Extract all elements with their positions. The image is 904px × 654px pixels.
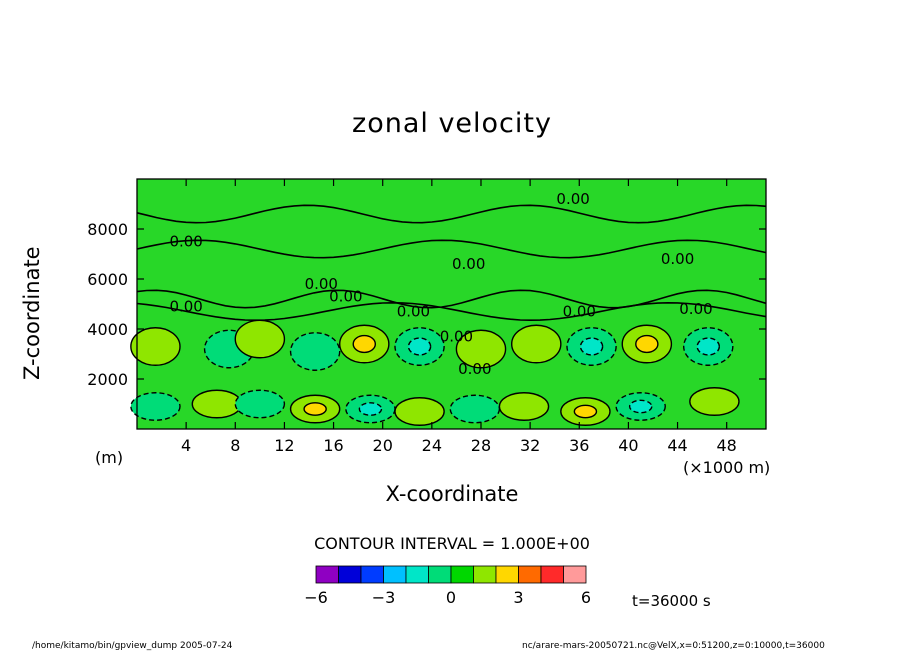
velocity-cell-core bbox=[352, 334, 377, 354]
colorbar-swatch bbox=[450, 565, 474, 584]
colorbar-swatch bbox=[405, 565, 429, 584]
zero-contour-line bbox=[136, 239, 767, 259]
velocity-cell-core bbox=[696, 337, 721, 356]
y-tick-label: 2000 bbox=[87, 370, 128, 389]
x-tick-label: 48 bbox=[717, 436, 737, 455]
velocity-cell bbox=[234, 319, 286, 359]
contour-label: 0.00 bbox=[556, 190, 589, 208]
x-tick-label: 44 bbox=[667, 436, 687, 455]
x-tick-label: 32 bbox=[520, 436, 540, 455]
x-tick-label: 8 bbox=[230, 436, 240, 455]
x-tick-label: 20 bbox=[373, 436, 393, 455]
colorbar-swatch bbox=[540, 565, 564, 584]
y-axis-label: Z-coordinate bbox=[20, 246, 44, 380]
colorbar-tick-label: −3 bbox=[372, 588, 396, 607]
plot-background bbox=[137, 179, 766, 429]
velocity-cell bbox=[130, 327, 181, 366]
colorbar-swatch bbox=[360, 565, 384, 584]
colorbar-swatch bbox=[338, 565, 362, 584]
y-tick-label: 6000 bbox=[87, 270, 128, 289]
colorbar-tick-label: −6 bbox=[304, 588, 328, 607]
colorbar-swatch bbox=[428, 565, 452, 584]
colorbar-tick-label: 6 bbox=[581, 588, 591, 607]
colorbar-swatch bbox=[315, 565, 339, 584]
velocity-cell-core bbox=[573, 404, 598, 419]
velocity-cell-core bbox=[303, 402, 327, 416]
velocity-cell bbox=[455, 329, 507, 369]
colorbar-swatch bbox=[383, 565, 407, 584]
x-axis-unit: (×1000 m) bbox=[683, 458, 771, 477]
contour-label: 0.00 bbox=[679, 300, 712, 318]
colorbar-tick-label: 3 bbox=[513, 588, 523, 607]
plot-frame bbox=[136, 178, 767, 430]
x-tick-label: 4 bbox=[181, 436, 191, 455]
velocity-cell-core bbox=[579, 337, 604, 356]
velocity-cell-core bbox=[358, 402, 383, 416]
chart-title: zonal velocity bbox=[352, 108, 552, 139]
velocity-cell-core bbox=[635, 334, 659, 354]
contour-label: 0.00 bbox=[305, 275, 338, 293]
footer-left-text: /home/kitamo/bin/gpview_dump 2005-07-24 bbox=[32, 641, 233, 651]
contour-interval-label: CONTOUR INTERVAL = 1.000E+00 bbox=[314, 534, 590, 553]
velocity-cell bbox=[510, 324, 562, 364]
y-axis-unit: (m) bbox=[95, 448, 124, 467]
contour-label: 0.00 bbox=[169, 233, 202, 251]
velocity-cell bbox=[449, 394, 501, 424]
contour-label: 0.00 bbox=[169, 298, 202, 316]
colorbar-tick-label: 0 bbox=[446, 588, 456, 607]
velocity-cell bbox=[394, 397, 445, 426]
x-tick-label: 36 bbox=[569, 436, 589, 455]
velocity-cell bbox=[289, 332, 341, 371]
contour-label: 0.00 bbox=[563, 303, 596, 321]
colorbar-swatch bbox=[495, 565, 519, 584]
velocity-cell bbox=[191, 389, 243, 419]
contour-label: 0.00 bbox=[329, 288, 362, 306]
time-label: t=36000 s bbox=[632, 592, 711, 610]
velocity-cell bbox=[234, 389, 286, 419]
x-axis-label: X-coordinate bbox=[385, 482, 519, 506]
velocity-cell-core bbox=[407, 337, 432, 356]
x-tick-label: 28 bbox=[471, 436, 491, 455]
velocity-cell-core bbox=[628, 399, 653, 414]
x-tick-label: 12 bbox=[274, 436, 294, 455]
contour-label: 0.00 bbox=[397, 303, 430, 321]
x-tick-label: 24 bbox=[422, 436, 442, 455]
contour-label: 0.00 bbox=[458, 360, 491, 378]
colorbar-swatch bbox=[518, 565, 542, 584]
velocity-cell bbox=[498, 392, 550, 421]
x-tick-label: 16 bbox=[323, 436, 343, 455]
zero-contour-line bbox=[136, 204, 767, 224]
velocity-cell bbox=[689, 387, 740, 416]
y-tick-label: 4000 bbox=[87, 320, 128, 339]
contour-label: 0.00 bbox=[440, 328, 473, 346]
contour-label: 0.00 bbox=[452, 255, 485, 273]
zero-contour-line bbox=[136, 301, 767, 322]
footer-right-text: nc/arare-mars-20050721.nc@VelX,x=0:51200… bbox=[522, 641, 825, 651]
x-tick-label: 40 bbox=[618, 436, 638, 455]
y-tick-label: 8000 bbox=[87, 220, 128, 239]
zero-contour-line bbox=[136, 289, 767, 309]
contour-label: 0.00 bbox=[661, 250, 694, 268]
colorbar-swatch bbox=[563, 565, 587, 584]
colorbar-swatch bbox=[473, 565, 497, 584]
velocity-cell bbox=[130, 392, 181, 421]
